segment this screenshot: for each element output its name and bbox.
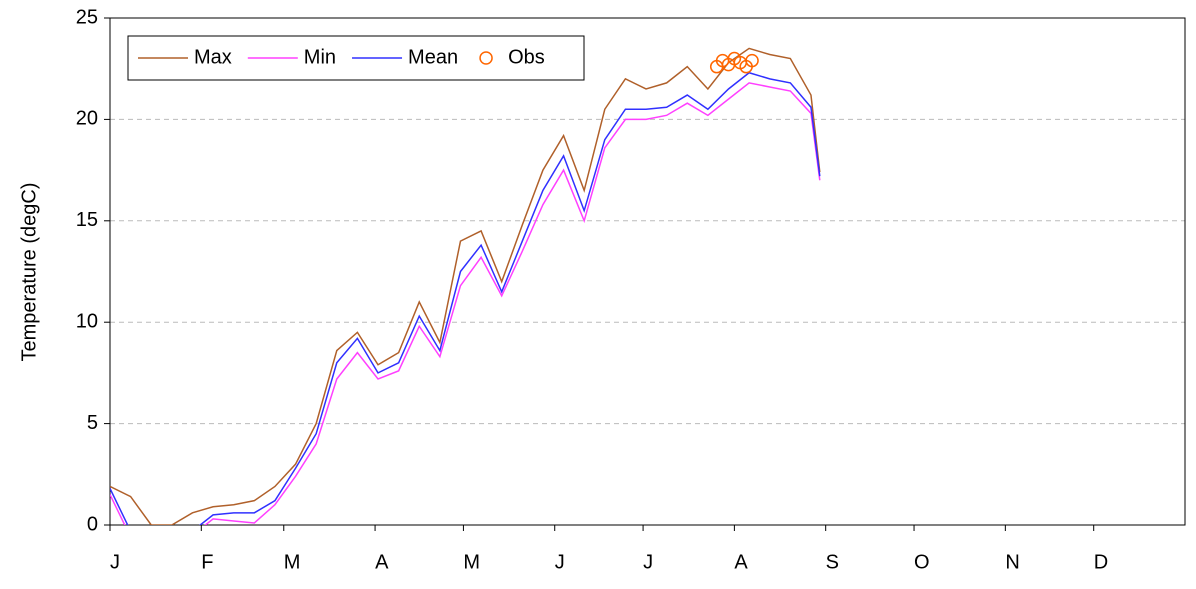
- series-line: [110, 47, 821, 525]
- y-tick-label: 15: [76, 209, 98, 231]
- x-tick-label: A: [375, 551, 389, 573]
- legend-label: Obs: [508, 46, 545, 68]
- x-tick-label: S: [826, 551, 839, 573]
- x-tick-label: N: [1005, 551, 1019, 573]
- x-tick-label: J: [110, 551, 120, 573]
- series-line: [110, 82, 821, 525]
- legend-label: Max: [194, 46, 232, 68]
- obs-point: [745, 53, 759, 68]
- plot-area: [110, 47, 821, 525]
- x-tick-label: F: [201, 551, 213, 573]
- y-tick-label: 20: [76, 108, 98, 130]
- legend-swatch: [479, 51, 493, 65]
- x-tick-label: O: [914, 551, 930, 573]
- plot-frame: [109, 17, 1186, 526]
- x-tick-label: J: [555, 551, 565, 573]
- x-tick-label: M: [463, 551, 480, 573]
- y-axis-label: Temperature (degC): [18, 183, 40, 362]
- legend-label: Mean: [408, 46, 458, 68]
- x-tick-label: D: [1094, 551, 1108, 573]
- y-tick-label: 25: [76, 6, 98, 28]
- x-tick-label: A: [734, 551, 748, 573]
- y-tick-label: 0: [87, 513, 98, 535]
- y-tick-label: 10: [76, 310, 98, 332]
- legend-label: Min: [304, 46, 336, 68]
- y-tick-label: 5: [87, 412, 98, 434]
- x-tick-label: M: [284, 551, 301, 573]
- x-tick-label: J: [643, 551, 653, 573]
- series-line: [110, 71, 821, 525]
